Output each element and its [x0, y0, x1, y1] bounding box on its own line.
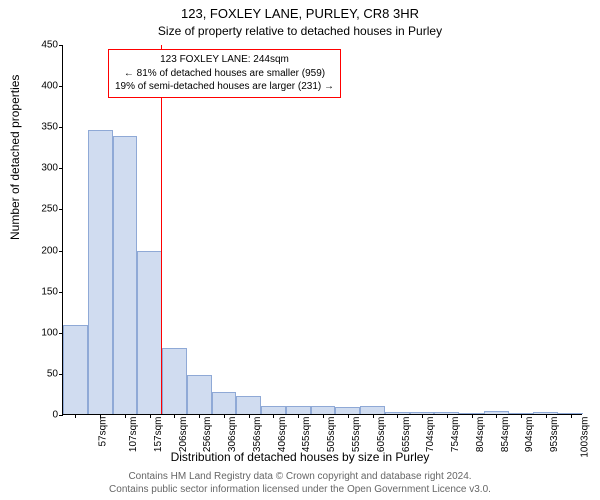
y-tick-label: 400 — [28, 81, 58, 92]
histogram-bar — [261, 406, 286, 414]
histogram-bar — [63, 325, 88, 414]
y-tick-mark — [59, 292, 63, 293]
histogram-bar — [88, 130, 113, 414]
x-tick-mark — [100, 414, 101, 418]
y-tick-mark — [59, 45, 63, 46]
y-tick-mark — [59, 415, 63, 416]
y-tick-mark — [59, 251, 63, 252]
x-axis-label: Distribution of detached houses by size … — [0, 450, 600, 464]
histogram-bar — [212, 392, 237, 414]
y-tick-mark — [59, 127, 63, 128]
x-tick-mark — [298, 414, 299, 418]
x-tick-mark — [422, 414, 423, 418]
x-tick-label: 655sqm — [401, 417, 412, 453]
x-tick-label: 107sqm — [128, 417, 139, 453]
annotation-line: 19% of semi-detached houses are larger (… — [115, 80, 334, 94]
x-tick-mark — [199, 414, 200, 418]
x-tick-mark — [249, 414, 250, 418]
x-tick-label: 754sqm — [450, 417, 461, 453]
histogram-bar — [286, 406, 311, 414]
x-tick-mark — [273, 414, 274, 418]
histogram-bar — [162, 348, 187, 414]
x-tick-mark — [150, 414, 151, 418]
y-tick-mark — [59, 168, 63, 169]
y-tick-label: 250 — [28, 204, 58, 215]
y-tick-label: 200 — [28, 245, 58, 256]
attribution: Contains HM Land Registry data © Crown c… — [0, 470, 600, 496]
x-tick-label: 904sqm — [524, 417, 535, 453]
x-tick-mark — [571, 414, 572, 418]
x-tick-mark — [546, 414, 547, 418]
attribution-line-2: Contains public sector information licen… — [0, 483, 600, 496]
x-tick-mark — [75, 414, 76, 418]
x-tick-mark — [397, 414, 398, 418]
histogram-bar — [360, 406, 385, 414]
x-tick-label: 555sqm — [351, 417, 362, 453]
reference-line — [161, 45, 163, 414]
x-tick-label: 704sqm — [425, 417, 436, 453]
x-tick-mark — [224, 414, 225, 418]
x-tick-label: 406sqm — [277, 417, 288, 453]
x-tick-label: 57sqm — [98, 417, 109, 447]
x-tick-mark — [496, 414, 497, 418]
x-tick-mark — [447, 414, 448, 418]
x-tick-label: 256sqm — [203, 417, 214, 453]
histogram-bar — [113, 136, 138, 414]
x-tick-label: 206sqm — [178, 417, 189, 453]
histogram-bar — [137, 251, 162, 414]
x-tick-label: 157sqm — [153, 417, 164, 453]
annotation-line: 123 FOXLEY LANE: 244sqm — [115, 53, 334, 67]
attribution-line-1: Contains HM Land Registry data © Crown c… — [0, 470, 600, 483]
y-tick-mark — [59, 86, 63, 87]
annotation-line: ← 81% of detached houses are smaller (95… — [115, 67, 334, 81]
title-line-1: 123, FOXLEY LANE, PURLEY, CR8 3HR — [0, 6, 600, 21]
y-tick-label: 50 — [28, 368, 58, 379]
y-tick-label: 100 — [28, 327, 58, 338]
y-tick-label: 350 — [28, 122, 58, 133]
y-tick-label: 150 — [28, 286, 58, 297]
x-tick-mark — [472, 414, 473, 418]
x-tick-mark — [323, 414, 324, 418]
y-axis-label: Number of detached properties — [8, 75, 22, 240]
x-tick-label: 953sqm — [549, 417, 560, 453]
x-tick-mark — [521, 414, 522, 418]
title-line-2: Size of property relative to detached ho… — [0, 24, 600, 38]
y-tick-mark — [59, 209, 63, 210]
annotation-box: 123 FOXLEY LANE: 244sqm← 81% of detached… — [108, 49, 341, 98]
x-tick-label: 605sqm — [376, 417, 387, 453]
x-tick-mark — [174, 414, 175, 418]
x-tick-mark — [348, 414, 349, 418]
y-tick-label: 300 — [28, 163, 58, 174]
y-tick-label: 450 — [28, 40, 58, 51]
x-tick-label: 804sqm — [475, 417, 486, 453]
x-tick-label: 306sqm — [227, 417, 238, 453]
x-tick-mark — [373, 414, 374, 418]
histogram-bar — [187, 375, 212, 414]
x-tick-mark — [125, 414, 126, 418]
x-tick-label: 854sqm — [500, 417, 511, 453]
x-tick-label: 505sqm — [326, 417, 337, 453]
x-tick-label: 356sqm — [252, 417, 263, 453]
y-tick-label: 0 — [28, 410, 58, 421]
plot-area: 05010015020025030035040045057sqm107sqm15… — [62, 45, 582, 415]
histogram-bar — [236, 396, 261, 414]
histogram-bar — [311, 406, 336, 414]
chart-container: 123, FOXLEY LANE, PURLEY, CR8 3HR Size o… — [0, 0, 600, 500]
x-tick-label: 455sqm — [302, 417, 313, 453]
